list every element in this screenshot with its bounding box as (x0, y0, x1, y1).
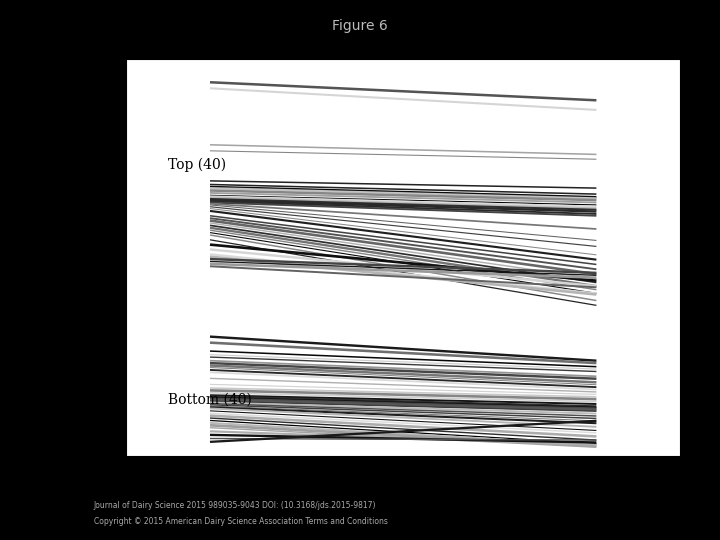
Text: Top (40): Top (40) (168, 158, 226, 172)
Text: Bottom (40): Bottom (40) (168, 393, 252, 407)
Text: Copyright © 2015 American Dairy Science Association Terms and Conditions: Copyright © 2015 American Dairy Science … (94, 517, 387, 526)
X-axis label: Environment: Environment (346, 485, 461, 502)
Text: Figure 6: Figure 6 (332, 19, 388, 33)
Y-axis label: EBV (kg): EBV (kg) (60, 217, 76, 299)
Text: Journal of Dairy Science 2015 989035-9043 DOI: (10.3168/jds.2015-9817): Journal of Dairy Science 2015 989035-904… (94, 501, 376, 510)
